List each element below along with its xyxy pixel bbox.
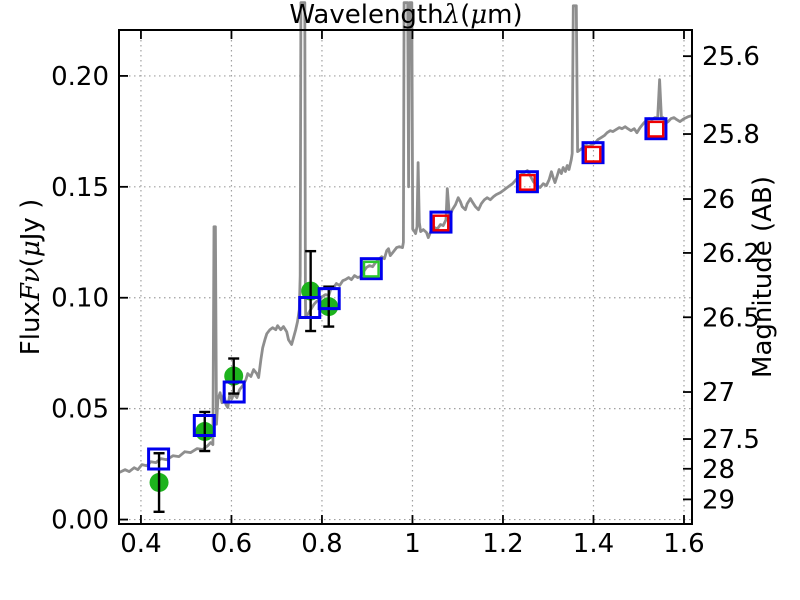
y-tick-label-left: 0.15 bbox=[51, 173, 109, 203]
model-photometry-blue-squares-marker bbox=[147, 447, 171, 471]
model-photometry-blue-squares-marker bbox=[317, 287, 341, 311]
y-tick-label-right: 25.8 bbox=[702, 120, 760, 150]
model-photometry-blue-squares-marker bbox=[222, 380, 246, 404]
x-axis-unit-close: m) bbox=[487, 0, 523, 30]
y-tick-label-right: 27 bbox=[702, 378, 735, 408]
y-tick-label-right: 27.5 bbox=[702, 425, 760, 455]
y-tick-label-right: 29 bbox=[702, 485, 735, 515]
mu-symbol: μ bbox=[470, 0, 488, 30]
model-photometry-green-square-marker bbox=[362, 260, 380, 278]
y-axis-title-right: Magnitude (AB) bbox=[748, 176, 778, 378]
x-tick-label: 0.6 bbox=[211, 529, 252, 559]
y-tick-label-right: 26.2 bbox=[702, 239, 760, 269]
x-tick-label: 0.4 bbox=[120, 529, 161, 559]
model-photometry-red-squares-marker bbox=[518, 173, 536, 191]
y-axis-unit-close: Jy ) bbox=[16, 198, 46, 241]
model-photometry-blue-squares-marker bbox=[644, 117, 668, 141]
x-tick-label: 1.4 bbox=[573, 529, 614, 559]
y-tick-label-left: 0.20 bbox=[51, 62, 109, 92]
model-photometry-red-squares-marker bbox=[584, 145, 602, 163]
lambda-symbol: λ bbox=[443, 0, 461, 30]
plot-frame bbox=[118, 29, 693, 525]
x-tick-label: 1.6 bbox=[663, 529, 704, 559]
x-tick-label: 1.2 bbox=[482, 529, 523, 559]
model-photometry-blue-squares-marker bbox=[515, 170, 539, 194]
model-photometry-blue-squares-marker bbox=[192, 414, 216, 438]
y-tick-label-right: 25.6 bbox=[702, 42, 760, 72]
x-axis-title-text: Wavelength bbox=[289, 0, 444, 30]
x-tick-label: 0.8 bbox=[301, 529, 342, 559]
model-photometry-blue-squares-marker bbox=[429, 210, 453, 234]
model-galaxy-spectrum bbox=[118, 1, 693, 474]
y-tick-label-right: 26 bbox=[702, 185, 735, 215]
y-tick-label-right: 26.5 bbox=[702, 303, 760, 333]
y-axis-unit-open: ( bbox=[16, 257, 46, 268]
y-tick-label-left: 0.05 bbox=[51, 395, 109, 425]
mu-symbol-left: μ bbox=[16, 240, 46, 258]
x-tick-label: 1 bbox=[404, 529, 421, 559]
y-axis-title-text: Flux bbox=[16, 301, 46, 356]
model-photometry-red-squares-marker bbox=[647, 120, 665, 138]
y-tick-label-right: 28 bbox=[702, 455, 735, 485]
x-axis-unit-open: ( bbox=[460, 0, 471, 30]
y-axis-title-left: FluxFν(μJy ) bbox=[16, 199, 46, 355]
model-photometry-blue-squares-marker bbox=[359, 257, 383, 281]
x-axis-title: Wavelengthλ(μm) bbox=[0, 0, 800, 30]
flux-symbol: Fν bbox=[16, 267, 46, 302]
y-tick-label-left: 0.10 bbox=[51, 284, 109, 314]
model-photometry-red-squares-marker bbox=[432, 214, 450, 232]
y-tick-label-left: 0.00 bbox=[51, 506, 109, 536]
